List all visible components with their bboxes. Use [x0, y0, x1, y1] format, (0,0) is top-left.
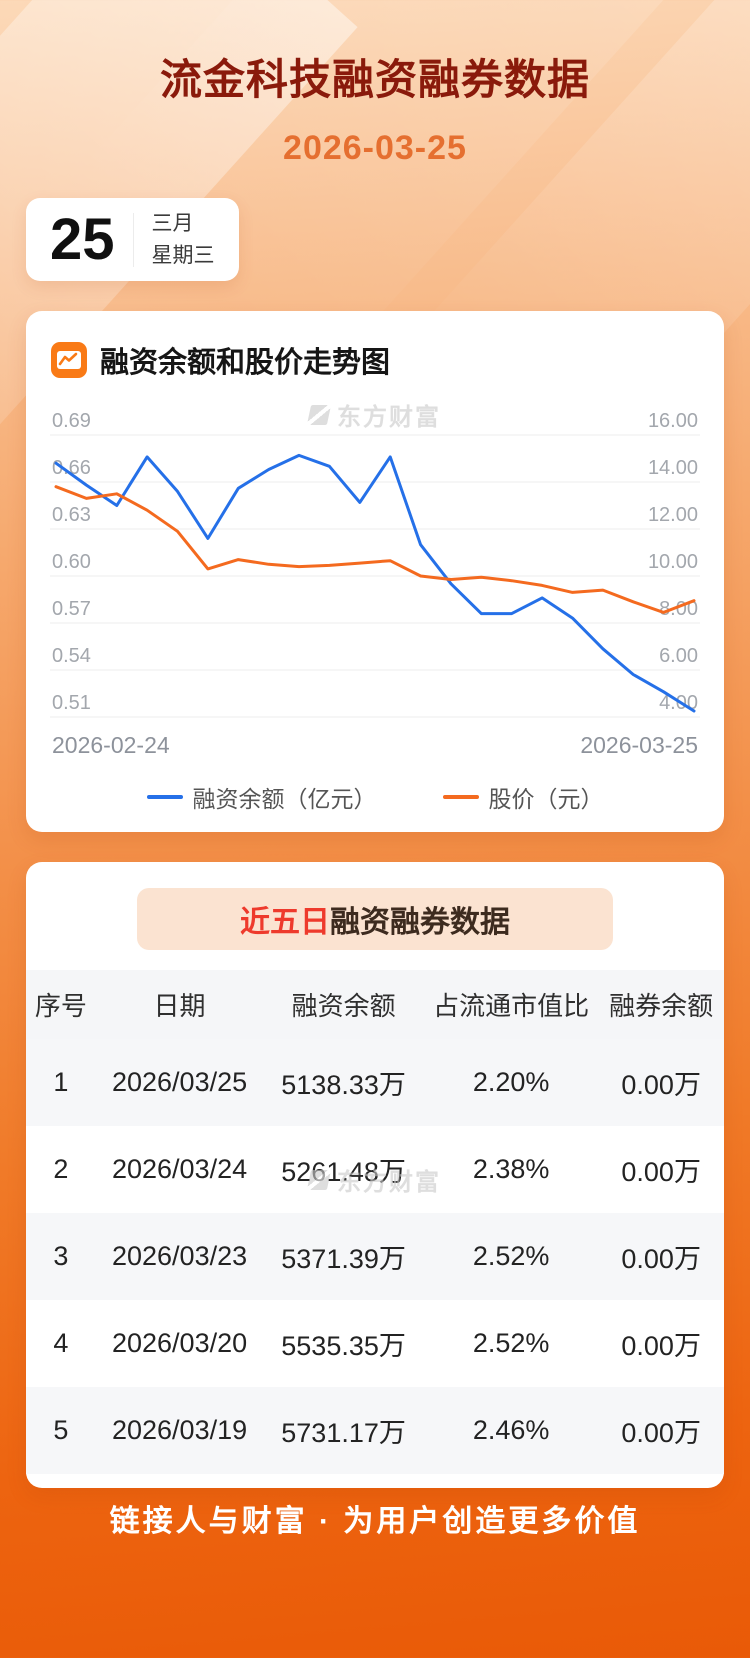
- table-cell: 5: [26, 1387, 96, 1474]
- y-tick-label-right: 6.00: [659, 645, 698, 667]
- table-cell: 2026/03/24: [111, 1154, 248, 1184]
- legend-item-price: 股价（元）: [442, 780, 604, 814]
- table-cell: 5261.48万: [281, 1157, 406, 1187]
- x-axis-label-end: 2026-03-25: [580, 732, 698, 758]
- chart-title: 融资余额和股价走势图: [100, 347, 391, 379]
- table-cell: 0.00万: [598, 1213, 724, 1300]
- table-cell: 2026/03/25: [95, 1039, 264, 1126]
- table-cell: 2.52%: [423, 1213, 599, 1300]
- page-date: 2026-03-25: [283, 129, 467, 167]
- table-cell: 0.00万: [598, 1039, 724, 1126]
- date-card-weekday: 星期三: [151, 243, 215, 267]
- table-header-cell: 日期: [95, 970, 264, 1039]
- table-title-badge: 近五日 融资融券数据: [137, 888, 613, 950]
- table-cell: 0.00万: [621, 1331, 701, 1361]
- table-cell: 2026/03/20: [111, 1328, 248, 1358]
- table-cell: 5371.39万: [263, 1213, 424, 1300]
- chart-card: 融资余额和股价走势图 东方财富 0.69 16.00 0.66 14.00 0.63 12…: [26, 311, 724, 832]
- y-tick-label-left: 0.63: [52, 504, 91, 526]
- margin-table-header-row: 序号 日期 融资余额 占流通市值比 融券余额: [26, 970, 724, 1039]
- margin-data-table: 序号 日期 融资余额 占流通市值比 融券余额 1 2026/03/25 5138.33万 2.…: [26, 970, 724, 1474]
- table-title-highlight: 近五日: [240, 906, 330, 939]
- table-cell: 2.46%: [423, 1387, 599, 1474]
- table-cell: 0.00万: [598, 1387, 724, 1474]
- trend-chart-icon: [51, 342, 87, 378]
- table-cell: 5535.35万: [281, 1331, 406, 1361]
- date-card-day: 25: [50, 206, 115, 272]
- y-tick-label-right: 16.00: [648, 410, 698, 432]
- y-tick-label-right: 14.00: [648, 457, 698, 479]
- y-tick-label-left: 0.60: [52, 551, 91, 573]
- table-cell: 4: [53, 1328, 69, 1358]
- table-cell: 2.38%: [472, 1154, 550, 1184]
- y-tick-label-left: 0.69: [52, 410, 91, 432]
- table-header-cell: 占流通市值比: [423, 970, 599, 1039]
- series-balance-line: [54, 453, 696, 713]
- table-row: 4 2026/03/20 5535.35万 2.52% 0.00万: [26, 1300, 724, 1387]
- y-tick-label-left: 0.54: [52, 645, 91, 667]
- table-header-cell: 融券余额: [598, 970, 724, 1039]
- table-title-rest: 融资融券数据: [330, 906, 510, 939]
- date-card-divider: [132, 212, 134, 267]
- table-card: 近五日 融资融券数据 东方财富 序号 日期 融资余额 占流通市值比 融券余额 1 2026…: [26, 862, 724, 1488]
- table-header-cell: 融资余额: [263, 970, 424, 1039]
- legend-swatch-price: [442, 795, 479, 799]
- table-row: 5 2026/03/19 5731.17万 2.46% 0.00万: [26, 1387, 724, 1474]
- y-tick-label-right: 12.00: [648, 504, 698, 526]
- legend-label-balance: 融资余额（亿元）: [192, 786, 377, 812]
- table-cell: 5138.33万: [263, 1039, 424, 1126]
- series-price-line: [54, 485, 696, 614]
- table-cell: 5731.17万: [263, 1387, 424, 1474]
- table-row: 3 2026/03/23 5371.39万 2.52% 0.00万: [26, 1213, 724, 1300]
- trend-chart-svg: 0.69 16.00 0.66 14.00 0.63 12.00 0.60 10.00 0.57…: [50, 410, 700, 758]
- table-cell: 1: [26, 1039, 96, 1126]
- y-tick-label-left: 0.57: [52, 598, 91, 620]
- chart-legend: 融资余额（亿元） 股价（元）: [50, 780, 700, 814]
- table-header-cell: 序号: [26, 970, 96, 1039]
- trend-chart: 东方财富 0.69 16.00 0.66 14.00 0.63 12.00 0.60 10.0…: [50, 404, 700, 770]
- footer-slogan: 链接人与财富 · 为用户创造更多价值: [109, 1505, 641, 1538]
- table-cell: 2.20%: [423, 1039, 599, 1126]
- y-tick-label-right: 10.00: [648, 551, 698, 573]
- table-cell: 3: [26, 1213, 96, 1300]
- date-card-month: 三月: [151, 212, 194, 235]
- page-title: 流金科技融资融券数据: [159, 56, 590, 103]
- margin-table-body: 1 2026/03/25 5138.33万 2.20% 0.00万 2 2026/03/24…: [26, 1039, 724, 1474]
- legend-item-balance: 融资余额（亿元）: [146, 780, 377, 814]
- table-row: 2 2026/03/24 5261.48万 2.38% 0.00万: [26, 1126, 724, 1213]
- table-row: 1 2026/03/25 5138.33万 2.20% 0.00万: [26, 1039, 724, 1126]
- table-cell: 2.52%: [472, 1328, 550, 1358]
- chart-title-row: 融资余额和股价走势图: [50, 339, 700, 381]
- table-cell: 2026/03/19: [95, 1387, 264, 1474]
- y-tick-label-left: 0.66: [52, 457, 91, 479]
- table-cell: 2026/03/23: [95, 1213, 264, 1300]
- table-cell: 2: [53, 1154, 69, 1184]
- x-axis-label-start: 2026-02-24: [52, 732, 170, 758]
- legend-label-price: 股价（元）: [488, 786, 604, 812]
- date-card: 25 三月 星期三: [26, 198, 239, 281]
- y-tick-label-left: 0.51: [52, 692, 91, 714]
- legend-swatch-balance: [146, 795, 183, 799]
- table-cell: 0.00万: [621, 1157, 701, 1187]
